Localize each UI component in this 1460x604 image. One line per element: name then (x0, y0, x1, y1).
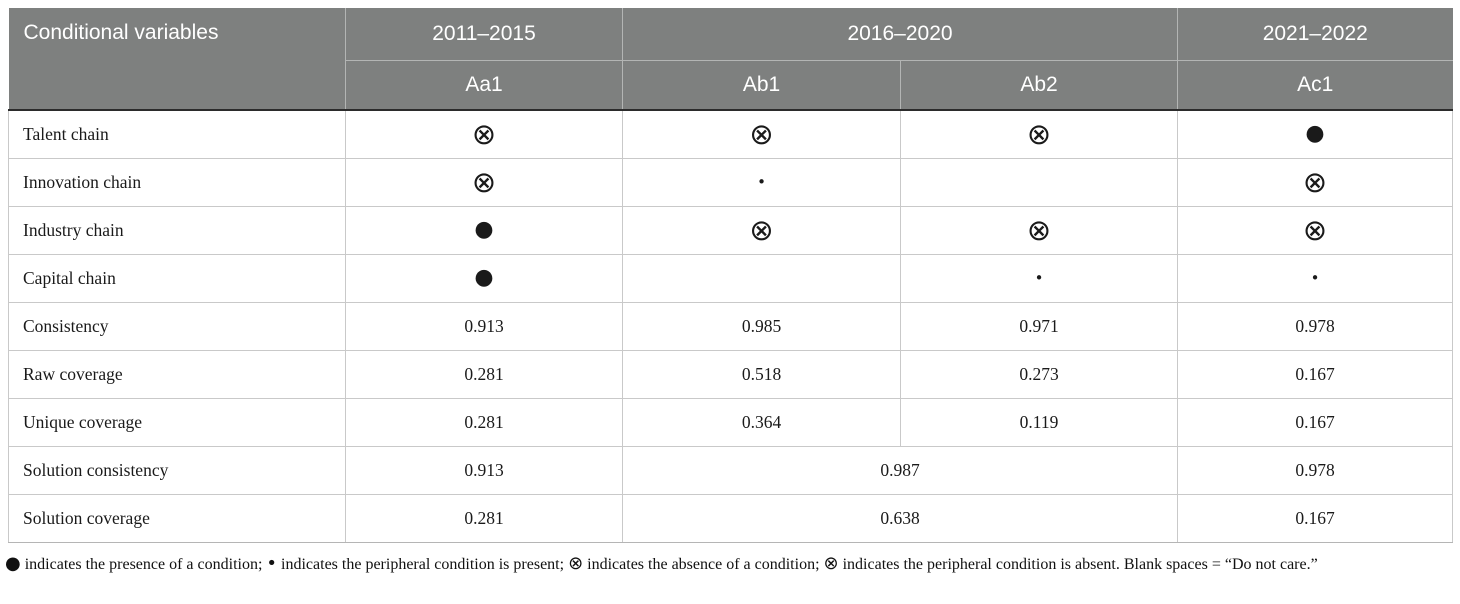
table-row-industry-chain: Industry chain ● ⊗ ⊗ ⊗ (8, 205, 1453, 255)
peripheral-presence-legend-icon: • (266, 552, 278, 574)
solution-header-ab2: Ab2 (900, 59, 1178, 111)
condition-symbol-cell: ⊗ (1177, 205, 1453, 255)
metric-value-cell-merged: 0.638 (622, 493, 1178, 543)
metric-value-cell: 0.281 (345, 493, 623, 543)
conditional-variables-header: Conditional variables (8, 8, 346, 111)
condition-symbol-cell: ⊗ (1177, 157, 1453, 207)
condition-symbol-cell: ● (345, 253, 623, 303)
row-label: Unique coverage (8, 397, 346, 447)
row-label: Capital chain (8, 253, 346, 303)
peripheral-absence-legend-icon: ⊗ (823, 552, 839, 574)
condition-symbol-cell (622, 253, 901, 303)
legend-text: indicates the peripheral condition is pr… (277, 555, 569, 573)
condition-symbol-cell: ⊗ (622, 205, 901, 255)
metric-value-cell: 0.281 (345, 349, 623, 399)
metric-value-cell-merged: 0.987 (622, 445, 1178, 495)
metric-value-cell: 0.281 (345, 397, 623, 447)
condition-symbol-cell: • (900, 253, 1178, 303)
table-row-capital-chain: Capital chain ● • • (8, 253, 1453, 303)
presence-legend-icon: ● (5, 552, 21, 574)
legend-text: indicates the presence of a condition; (20, 555, 267, 573)
row-label: Solution consistency (8, 445, 346, 495)
period-header-row: Conditional variables 2011–2015 2016–202… (8, 8, 1453, 111)
table-row-unique-coverage: Unique coverage 0.281 0.364 0.119 0.167 (8, 397, 1453, 447)
metric-value-cell: 0.518 (622, 349, 901, 399)
table-footnote: ● indicates the presence of a condition;… (5, 550, 1456, 578)
metric-value-cell: 0.119 (900, 397, 1178, 447)
legend-text: indicates the absence of a condition; (583, 555, 824, 573)
condition-symbol-cell: ⊗ (900, 109, 1178, 159)
table-row-solution-coverage: Solution coverage 0.281 0.638 0.167 (8, 493, 1453, 543)
condition-symbol-cell: ⊗ (900, 205, 1178, 255)
solution-header-ab1: Ab1 (622, 59, 901, 111)
row-label: Consistency (8, 301, 346, 351)
metric-value-cell: 0.978 (1177, 445, 1453, 495)
metric-value-cell: 0.273 (900, 349, 1178, 399)
condition-symbol-cell: ● (345, 205, 623, 255)
metric-value-cell: 0.913 (345, 445, 623, 495)
row-label: Solution coverage (8, 493, 346, 543)
metric-value-cell: 0.167 (1177, 349, 1453, 399)
solution-header-ac1: Ac1 (1177, 59, 1453, 111)
solution-header-aa1: Aa1 (345, 59, 623, 111)
table-row-talent-chain: Talent chain ⊗ ⊗ ⊗ ● (8, 109, 1453, 159)
condition-symbol-cell: ⊗ (345, 157, 623, 207)
period-header-2016-2020: 2016–2020 (622, 8, 1178, 60)
table-header: Conditional variables 2011–2015 2016–202… (8, 8, 1453, 111)
qca-configuration-table: Conditional variables 2011–2015 2016–202… (8, 8, 1453, 543)
period-header-2011-2015: 2011–2015 (345, 8, 623, 60)
table-body: Talent chain ⊗ ⊗ ⊗ ● Innovation chain ⊗ … (8, 109, 1453, 543)
legend-text: indicates the peripheral condition is ab… (838, 555, 1318, 573)
solution-header-row: Aa1 Ab1 Ab2 Ac1 (9, 59, 1453, 111)
metric-value-cell: 0.167 (1177, 397, 1453, 447)
table-row-raw-coverage: Raw coverage 0.281 0.518 0.273 0.167 (8, 349, 1453, 399)
absence-legend-icon: ⊗ (568, 552, 584, 574)
period-header-2021-2022: 2021–2022 (1177, 8, 1453, 60)
condition-symbol-cell: ● (1177, 109, 1453, 159)
row-label: Industry chain (8, 205, 346, 255)
row-label: Raw coverage (8, 349, 346, 399)
table-row-innovation-chain: Innovation chain ⊗ • ⊗ (8, 157, 1453, 207)
metric-value-cell: 0.985 (622, 301, 901, 351)
metric-value-cell: 0.364 (622, 397, 901, 447)
condition-symbol-cell (900, 157, 1178, 207)
metric-value-cell: 0.971 (900, 301, 1178, 351)
table-row-solution-consistency: Solution consistency 0.913 0.987 0.978 (8, 445, 1453, 495)
condition-symbol-cell: ⊗ (345, 109, 623, 159)
condition-symbol-cell: • (622, 157, 901, 207)
metric-value-cell: 0.167 (1177, 493, 1453, 543)
table-container: Conditional variables 2011–2015 2016–202… (8, 8, 1453, 543)
condition-symbol-cell: ⊗ (622, 109, 901, 159)
metric-value-cell: 0.913 (345, 301, 623, 351)
condition-symbol-cell: • (1177, 253, 1453, 303)
table-row-consistency: Consistency 0.913 0.985 0.971 0.978 (8, 301, 1453, 351)
row-label: Talent chain (8, 109, 346, 159)
row-label: Innovation chain (8, 157, 346, 207)
metric-value-cell: 0.978 (1177, 301, 1453, 351)
